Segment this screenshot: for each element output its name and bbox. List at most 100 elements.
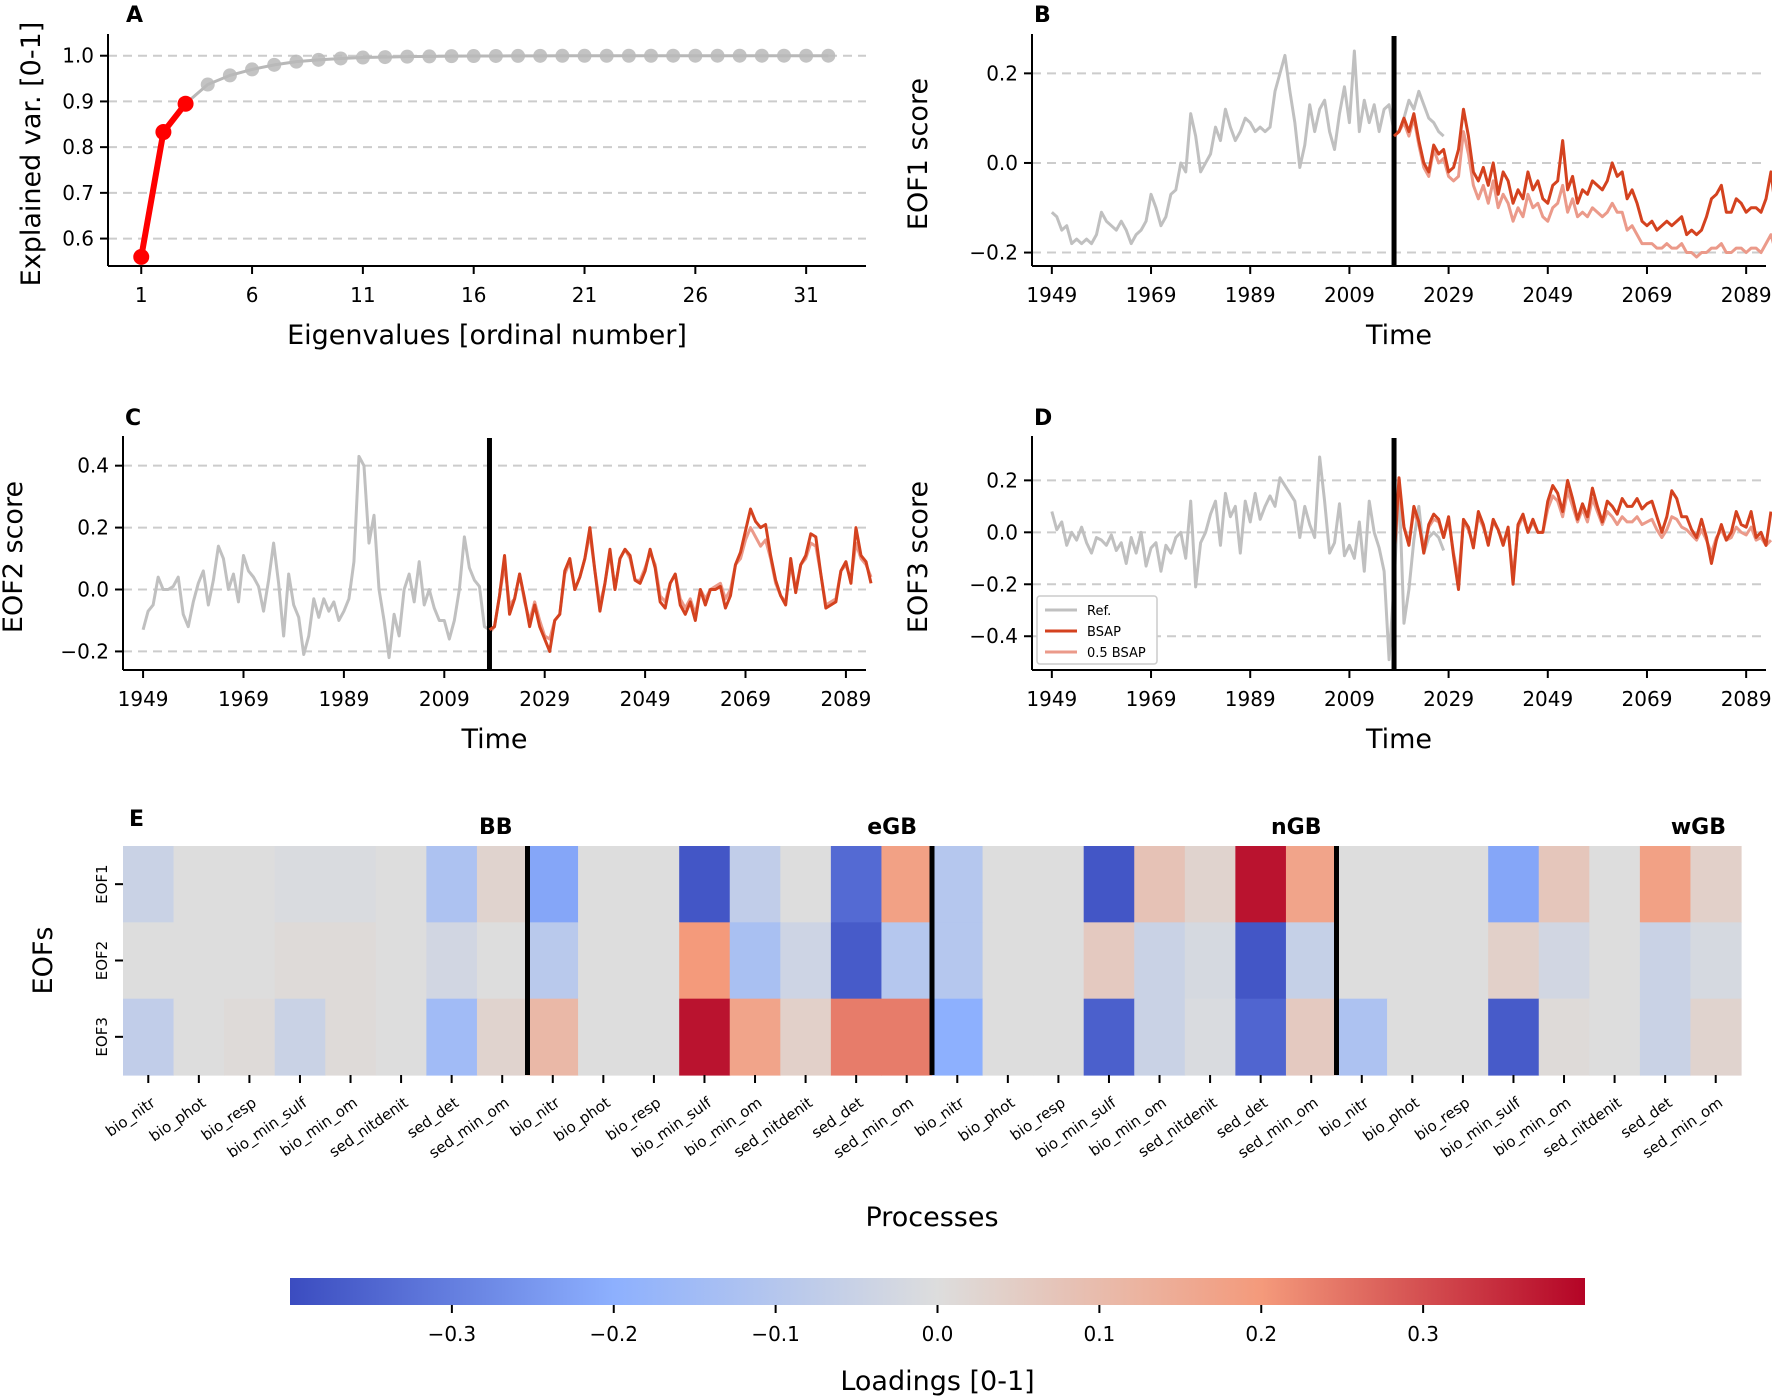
y-axis-label: EOF3 score xyxy=(903,481,934,633)
x-axis-label: Processes xyxy=(865,1202,998,1233)
region-label: wGB xyxy=(1671,815,1726,840)
heatmap-cell xyxy=(1033,998,1085,1076)
y-tick-label: 0.8 xyxy=(62,135,94,159)
colorbar-tick-label: −0.3 xyxy=(428,1322,477,1346)
heatmap-cell xyxy=(1488,922,1540,1000)
heatmap-cell xyxy=(881,998,933,1076)
panel-letter: A xyxy=(126,3,143,28)
data-point-gray xyxy=(776,48,791,63)
colorbar-tick-label: −0.1 xyxy=(751,1322,800,1346)
x-tick-label: 2069 xyxy=(1622,283,1673,307)
data-point-gray xyxy=(754,48,769,63)
heatmap-cell xyxy=(1639,922,1692,1000)
heatmap-cell xyxy=(1184,846,1236,923)
heatmap-cell xyxy=(375,846,427,923)
colorbar-tick-label: 0.1 xyxy=(1083,1322,1115,1346)
heatmap-cell xyxy=(173,998,225,1076)
x-axis-label: Time xyxy=(1365,724,1432,755)
heatmap-cell xyxy=(578,846,630,923)
colorbar-tick-label: 0.0 xyxy=(922,1322,954,1346)
row-label: EOF2 xyxy=(93,941,111,980)
heatmap-cell xyxy=(729,922,781,1000)
x-tick-label: 1969 xyxy=(218,687,269,711)
x-tick-label: 1969 xyxy=(1126,687,1177,711)
x-tick-label: 2089 xyxy=(820,687,871,711)
heatmap-cell xyxy=(224,846,276,923)
x-tick-label: 1989 xyxy=(318,687,369,711)
x-tick-label: 31 xyxy=(793,283,818,307)
series-line-ref- xyxy=(141,454,491,660)
panel-letter: C xyxy=(125,406,141,431)
region-label: nGB xyxy=(1271,815,1322,840)
y-tick-label: 0.9 xyxy=(62,89,94,113)
heatmap-cell xyxy=(476,846,529,923)
data-point-gray xyxy=(466,49,481,64)
heatmap-cell xyxy=(1538,922,1590,1000)
heatmap-cell xyxy=(1134,846,1186,923)
heatmap-cell xyxy=(729,846,781,923)
y-axis-label: EOF2 score xyxy=(0,481,29,633)
heatmap-cell xyxy=(527,922,579,1000)
colorbar xyxy=(290,1278,1585,1305)
heatmap-cell xyxy=(1437,846,1489,923)
heatmap-cell xyxy=(426,846,478,923)
x-tick-label: 2009 xyxy=(1324,687,1375,711)
legend-box xyxy=(1036,595,1158,665)
heatmap-cell xyxy=(1083,998,1135,1076)
data-point-gray xyxy=(644,48,659,63)
heatmap-cell xyxy=(881,846,933,923)
data-point-gray xyxy=(245,62,260,77)
data-point-gray xyxy=(599,48,614,63)
y-tick-label: 0.4 xyxy=(77,454,109,478)
heatmap-cell xyxy=(1184,998,1236,1076)
x-tick-label: 2029 xyxy=(1423,283,1474,307)
heatmap-cell xyxy=(325,922,377,1000)
heatmap-cell xyxy=(1589,922,1641,1000)
y-tick-label: 0.0 xyxy=(77,578,109,602)
heatmap-cell xyxy=(932,846,984,923)
heatmap-cell xyxy=(1235,998,1287,1076)
legend-label: 0.5 BSAP xyxy=(1087,646,1146,661)
legend-label: BSAP xyxy=(1087,625,1121,640)
x-tick-label: 2049 xyxy=(620,687,671,711)
data-point-gray xyxy=(355,50,370,65)
heatmap-cell xyxy=(1033,846,1085,923)
heatmap-cell xyxy=(1387,922,1439,1000)
x-tick-label: 2029 xyxy=(1423,687,1474,711)
x-tick-label: 2009 xyxy=(419,687,470,711)
heatmap-cell xyxy=(1488,998,1540,1076)
data-point-gray xyxy=(378,50,393,65)
heatmap-cell xyxy=(982,846,1034,923)
heatmap-cell xyxy=(1437,922,1489,1000)
data-point-gray xyxy=(732,48,747,63)
x-tick-label: 21 xyxy=(572,283,597,307)
y-axis-label: Explained var. [0-1] xyxy=(16,22,47,287)
data-point-gray xyxy=(555,48,570,63)
data-point-gray xyxy=(488,48,503,63)
data-point-red xyxy=(177,95,194,112)
x-tick-label: 2089 xyxy=(1721,687,1772,711)
heatmap-cell xyxy=(1235,922,1287,1000)
heatmap-cell xyxy=(123,846,175,923)
data-point-gray xyxy=(311,52,326,67)
y-tick-label: 0.0 xyxy=(986,520,1018,544)
data-point-gray xyxy=(710,48,725,63)
y-axis-label: EOF1 score xyxy=(903,78,934,230)
x-tick-label: 2009 xyxy=(1324,283,1375,307)
series-line-bsap xyxy=(488,507,873,653)
row-label: EOF1 xyxy=(93,864,111,903)
data-point-gray xyxy=(333,51,348,66)
y-tick-label: −0.2 xyxy=(60,639,109,663)
heatmap-cell xyxy=(1134,922,1186,1000)
y-axis-label: EOFs xyxy=(28,927,59,995)
data-point-gray xyxy=(688,48,703,63)
heatmap-cell xyxy=(1134,998,1186,1076)
y-tick-label: −0.2 xyxy=(969,241,1018,265)
heatmap-cell xyxy=(1589,846,1641,923)
heatmap-cell xyxy=(1336,998,1388,1076)
column-label: bio_phot xyxy=(1360,1093,1424,1146)
heatmap-cell xyxy=(830,922,883,1000)
heatmap-cell xyxy=(679,846,731,923)
heatmap-cell xyxy=(1387,846,1439,923)
